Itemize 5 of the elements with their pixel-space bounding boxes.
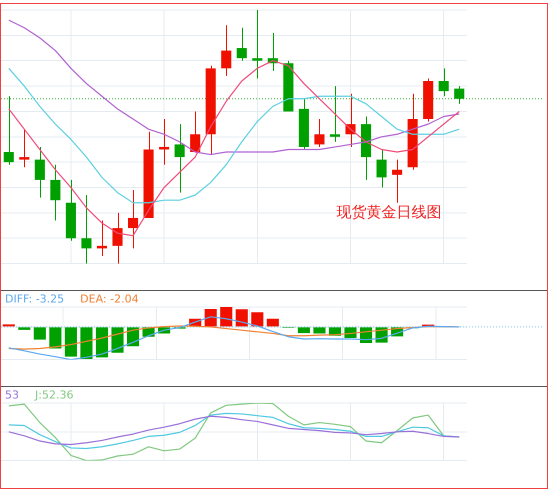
series-label: J:52.36 [34, 388, 74, 402]
text: 53 [5, 388, 19, 402]
text: DEA: -2.04 [80, 292, 139, 306]
annotation: 现货黄金日线图 [336, 202, 442, 221]
text: DIFF: -3.25 [5, 292, 64, 306]
